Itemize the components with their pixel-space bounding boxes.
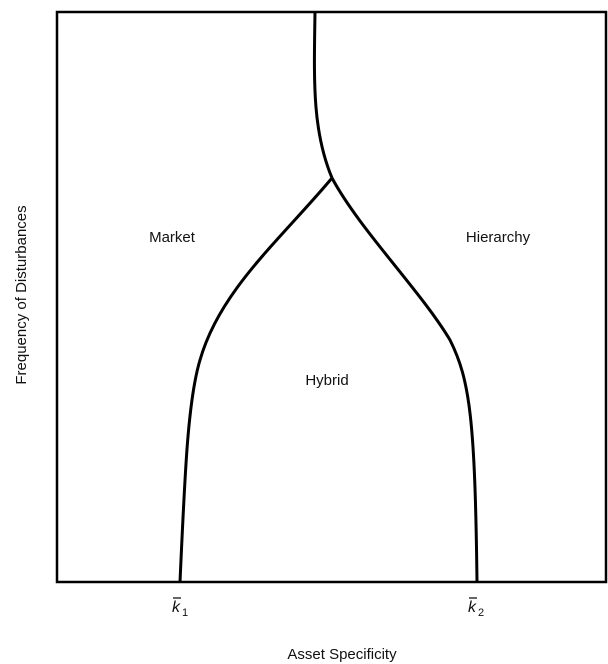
region-label: Market — [149, 229, 196, 246]
y-axis-label: Frequency of Disturbances — [13, 205, 30, 384]
x-axis-label: Asset Specificity — [287, 646, 397, 663]
hierarchy-market-boundary — [312, 11, 334, 179]
threshold-symbol: k — [172, 599, 181, 616]
region-label: Hybrid — [305, 372, 348, 389]
threshold-label: k 1 — [172, 597, 188, 619]
hybrid-hierarchy-boundary — [330, 177, 479, 583]
threshold-subscript: 1 — [182, 607, 188, 619]
threshold-subscript: 2 — [478, 607, 484, 619]
threshold-symbol: k — [468, 599, 477, 616]
region-label: Hierarchy — [466, 229, 531, 246]
plot-frame — [55, 10, 608, 584]
threshold-label: k 2 — [468, 597, 484, 619]
market-hybrid-boundary — [178, 177, 334, 583]
